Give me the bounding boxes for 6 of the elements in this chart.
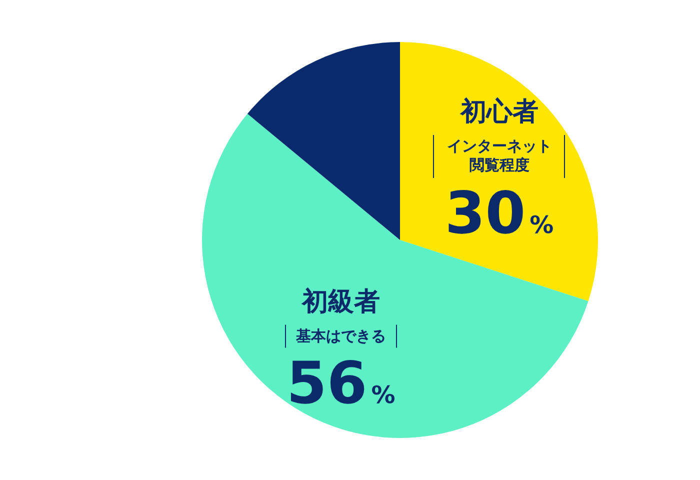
data-label: 56% bbox=[286, 348, 396, 417]
data-label: 30% bbox=[444, 178, 554, 247]
slice-label: 初心者 bbox=[458, 96, 540, 129]
slice-label: 初級者 bbox=[300, 285, 381, 318]
text: 基本はできる bbox=[284, 324, 397, 348]
text: インターネット閲覧程度 bbox=[433, 134, 566, 178]
